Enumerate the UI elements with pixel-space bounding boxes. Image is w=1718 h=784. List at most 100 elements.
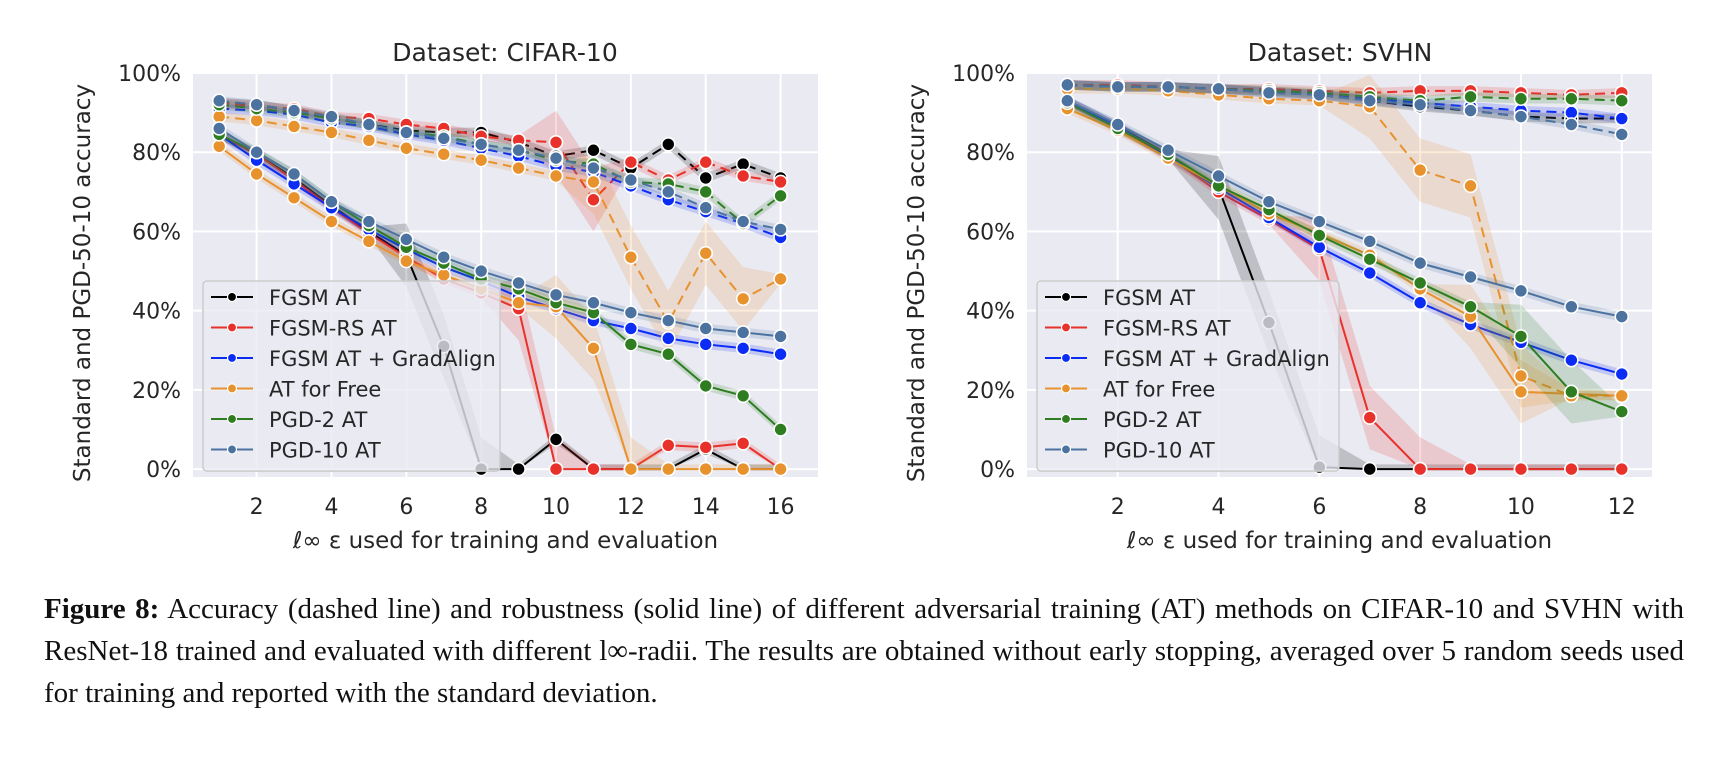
- series-band: [219, 129, 781, 435]
- y-tick-label: 20%: [966, 379, 1015, 404]
- data-point: [1513, 368, 1529, 384]
- series-line: [1066, 101, 1623, 413]
- data-point: [1614, 388, 1630, 404]
- data-point: [623, 249, 639, 265]
- data-point: [1362, 93, 1378, 109]
- series-band: [1067, 80, 1622, 124]
- y-axis-label: Standard and PGD-50-10 accuracy: [904, 84, 930, 482]
- data-point: [660, 136, 676, 152]
- series-line: [219, 115, 782, 325]
- data-point: [1564, 117, 1579, 132]
- y-axis-label: Standard and PGD-50-10 accuracy: [70, 84, 96, 482]
- data-point: [698, 245, 714, 261]
- data-point: [586, 192, 601, 208]
- data-point: [436, 249, 452, 265]
- legend-label: PGD-10 AT: [269, 438, 381, 462]
- data-point: [773, 329, 788, 344]
- data-point: [1463, 461, 1478, 477]
- data-point: [586, 461, 601, 477]
- data-point: [735, 461, 751, 477]
- x-tick-label: 12: [617, 495, 645, 520]
- series-line: [1067, 83, 1622, 96]
- data-point: [660, 461, 676, 477]
- data-point: [1362, 461, 1378, 477]
- data-point: [436, 131, 452, 146]
- legend-marker: [226, 352, 238, 364]
- data-point: [1513, 283, 1529, 299]
- data-point: [623, 172, 639, 188]
- series-line: [218, 127, 781, 338]
- x-tick-label: 2: [250, 495, 264, 520]
- data-point: [586, 295, 601, 311]
- legend-marker: [1060, 383, 1072, 394]
- data-point: [1614, 111, 1630, 126]
- data-point: [511, 142, 526, 158]
- data-point: [548, 168, 564, 184]
- data-point: [249, 97, 264, 112]
- data-point: [1463, 89, 1478, 105]
- data-point: [473, 136, 489, 152]
- legend-marker: [226, 444, 238, 455]
- data-point: [698, 439, 714, 455]
- data-point: [586, 142, 601, 158]
- data-point: [735, 388, 751, 404]
- data-point: [1211, 168, 1226, 184]
- data-point: [735, 340, 751, 356]
- data-point: [1412, 97, 1428, 112]
- data-point: [1160, 79, 1176, 95]
- data-point: [1261, 85, 1277, 101]
- caption-label: Figure 8:: [44, 593, 160, 625]
- data-point: [1463, 103, 1478, 118]
- data-point: [286, 119, 302, 134]
- data-point: [548, 287, 564, 303]
- legend-marker: [1060, 291, 1072, 303]
- data-point: [324, 125, 339, 140]
- legend-label: FGSM AT: [1103, 286, 1195, 310]
- data-point: [660, 346, 676, 362]
- series-band: [1067, 80, 1622, 100]
- series-band: [1067, 95, 1622, 470]
- data-point: [623, 337, 639, 352]
- data-point: [1060, 93, 1075, 109]
- data-point: [586, 160, 601, 176]
- data-point: [361, 214, 377, 229]
- data-point: [249, 166, 264, 182]
- legend-marker: [226, 322, 238, 333]
- chart-panel-1: 0% 20% 40% 60% 80% 100% 2 4 6 8 10 12 14 16 Dataset: C…: [70, 38, 818, 554]
- data-point: [773, 422, 788, 437]
- legend-label: FGSM AT + GradAlign: [269, 347, 496, 371]
- data-point: [1564, 352, 1579, 368]
- x-tick-label: 10: [1507, 495, 1535, 520]
- data-point: [735, 156, 751, 172]
- data-point: [1614, 461, 1630, 477]
- data-point: [1564, 299, 1579, 314]
- data-point: [1513, 109, 1529, 124]
- data-point: [1513, 461, 1529, 477]
- data-point: [735, 291, 751, 307]
- data-point: [698, 321, 714, 336]
- data-point: [1362, 265, 1378, 281]
- data-point: [735, 168, 751, 184]
- legend-label: PGD-2 AT: [1103, 408, 1201, 432]
- data-point: [1412, 162, 1428, 178]
- data-point: [773, 346, 788, 362]
- x-tick-label: 14: [692, 495, 720, 520]
- data-point: [1614, 127, 1630, 142]
- legend-marker: [226, 413, 238, 425]
- data-point: [1060, 77, 1075, 93]
- x-tick-label: 2: [1111, 495, 1125, 520]
- data-point: [698, 200, 714, 215]
- x-axis-label: ℓ∞ ε used for training and evaluation: [1126, 528, 1552, 554]
- data-point: [286, 103, 302, 118]
- data-point: [660, 331, 676, 346]
- legend-label: FGSM-RS AT: [1103, 316, 1231, 340]
- x-tick-label: 4: [1212, 495, 1226, 520]
- data-point: [1362, 234, 1378, 249]
- data-point: [548, 432, 564, 447]
- legend-marker: [226, 383, 238, 394]
- y-tick-label: 0%: [980, 458, 1015, 483]
- data-point: [361, 234, 377, 249]
- data-point: [1312, 214, 1327, 229]
- data-point: [436, 146, 452, 162]
